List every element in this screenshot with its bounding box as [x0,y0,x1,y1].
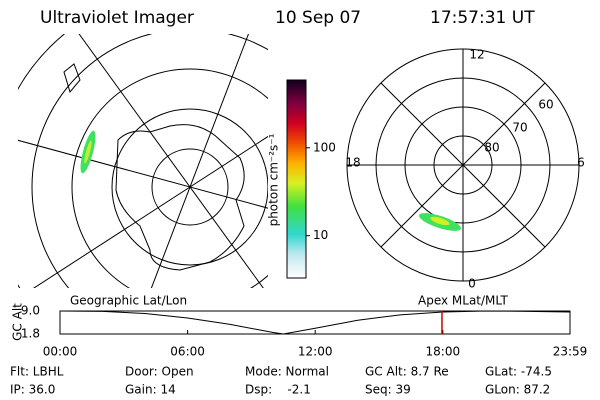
colorbar-tick-label: 100 [313,140,336,154]
status-field: GLat: -74.5 [485,365,552,379]
status-field: GLon: 87.2 [485,383,550,397]
mlt-label: 12 [469,48,484,62]
x-tick-label: 06:00 [170,345,205,359]
x-tick-label: 18:00 [426,345,461,359]
status-field: Gain: 14 [125,383,176,397]
status-field: GC Alt: 8.7 Re [365,365,449,379]
mlt-label: 18 [345,156,360,170]
x-tick-label: 00:00 [43,345,78,359]
map-label: Apex MLat/MLT [418,294,508,308]
colorbar [286,79,307,279]
date: 10 Sep 07 [275,8,361,28]
status-field: Dsp: -2.1 [245,383,311,397]
lat-label: 60 [538,98,553,112]
altitude-line [59,310,571,335]
title: Ultraviolet Imager [40,8,194,28]
y-tick-label: 1.8 [21,327,40,341]
polar-map [346,48,580,282]
colorbar-tick-label: 10 [313,228,328,242]
y-axis-label: GC Alt [11,303,25,341]
x-tick-label: 12:00 [298,345,333,359]
mlt-label: 6 [577,156,585,170]
status-field: Flt: LBHL [10,365,64,379]
status-field: Seq: 39 [365,383,411,397]
status-panel: Flt: LBHL Door: Open Mode: Normal GC Alt: 8… [10,365,552,397]
x-tick-label: 23:59 [553,345,588,359]
lat-label: 80 [484,141,499,155]
map-label: Geographic Lat/Lon [70,294,187,308]
time: 17:57:31 UT [430,8,535,28]
status-field: IP: 36.0 [10,383,55,397]
colorbar-label: photon cm⁻²s⁻¹ [267,133,281,226]
status-field: Door: Open [125,365,194,379]
mlt-label: 0 [468,277,476,291]
status-field: Mode: Normal [245,365,329,379]
lat-label: 70 [512,121,527,135]
geographic-map [18,34,268,288]
y-tick-label: 9.0 [21,304,40,318]
